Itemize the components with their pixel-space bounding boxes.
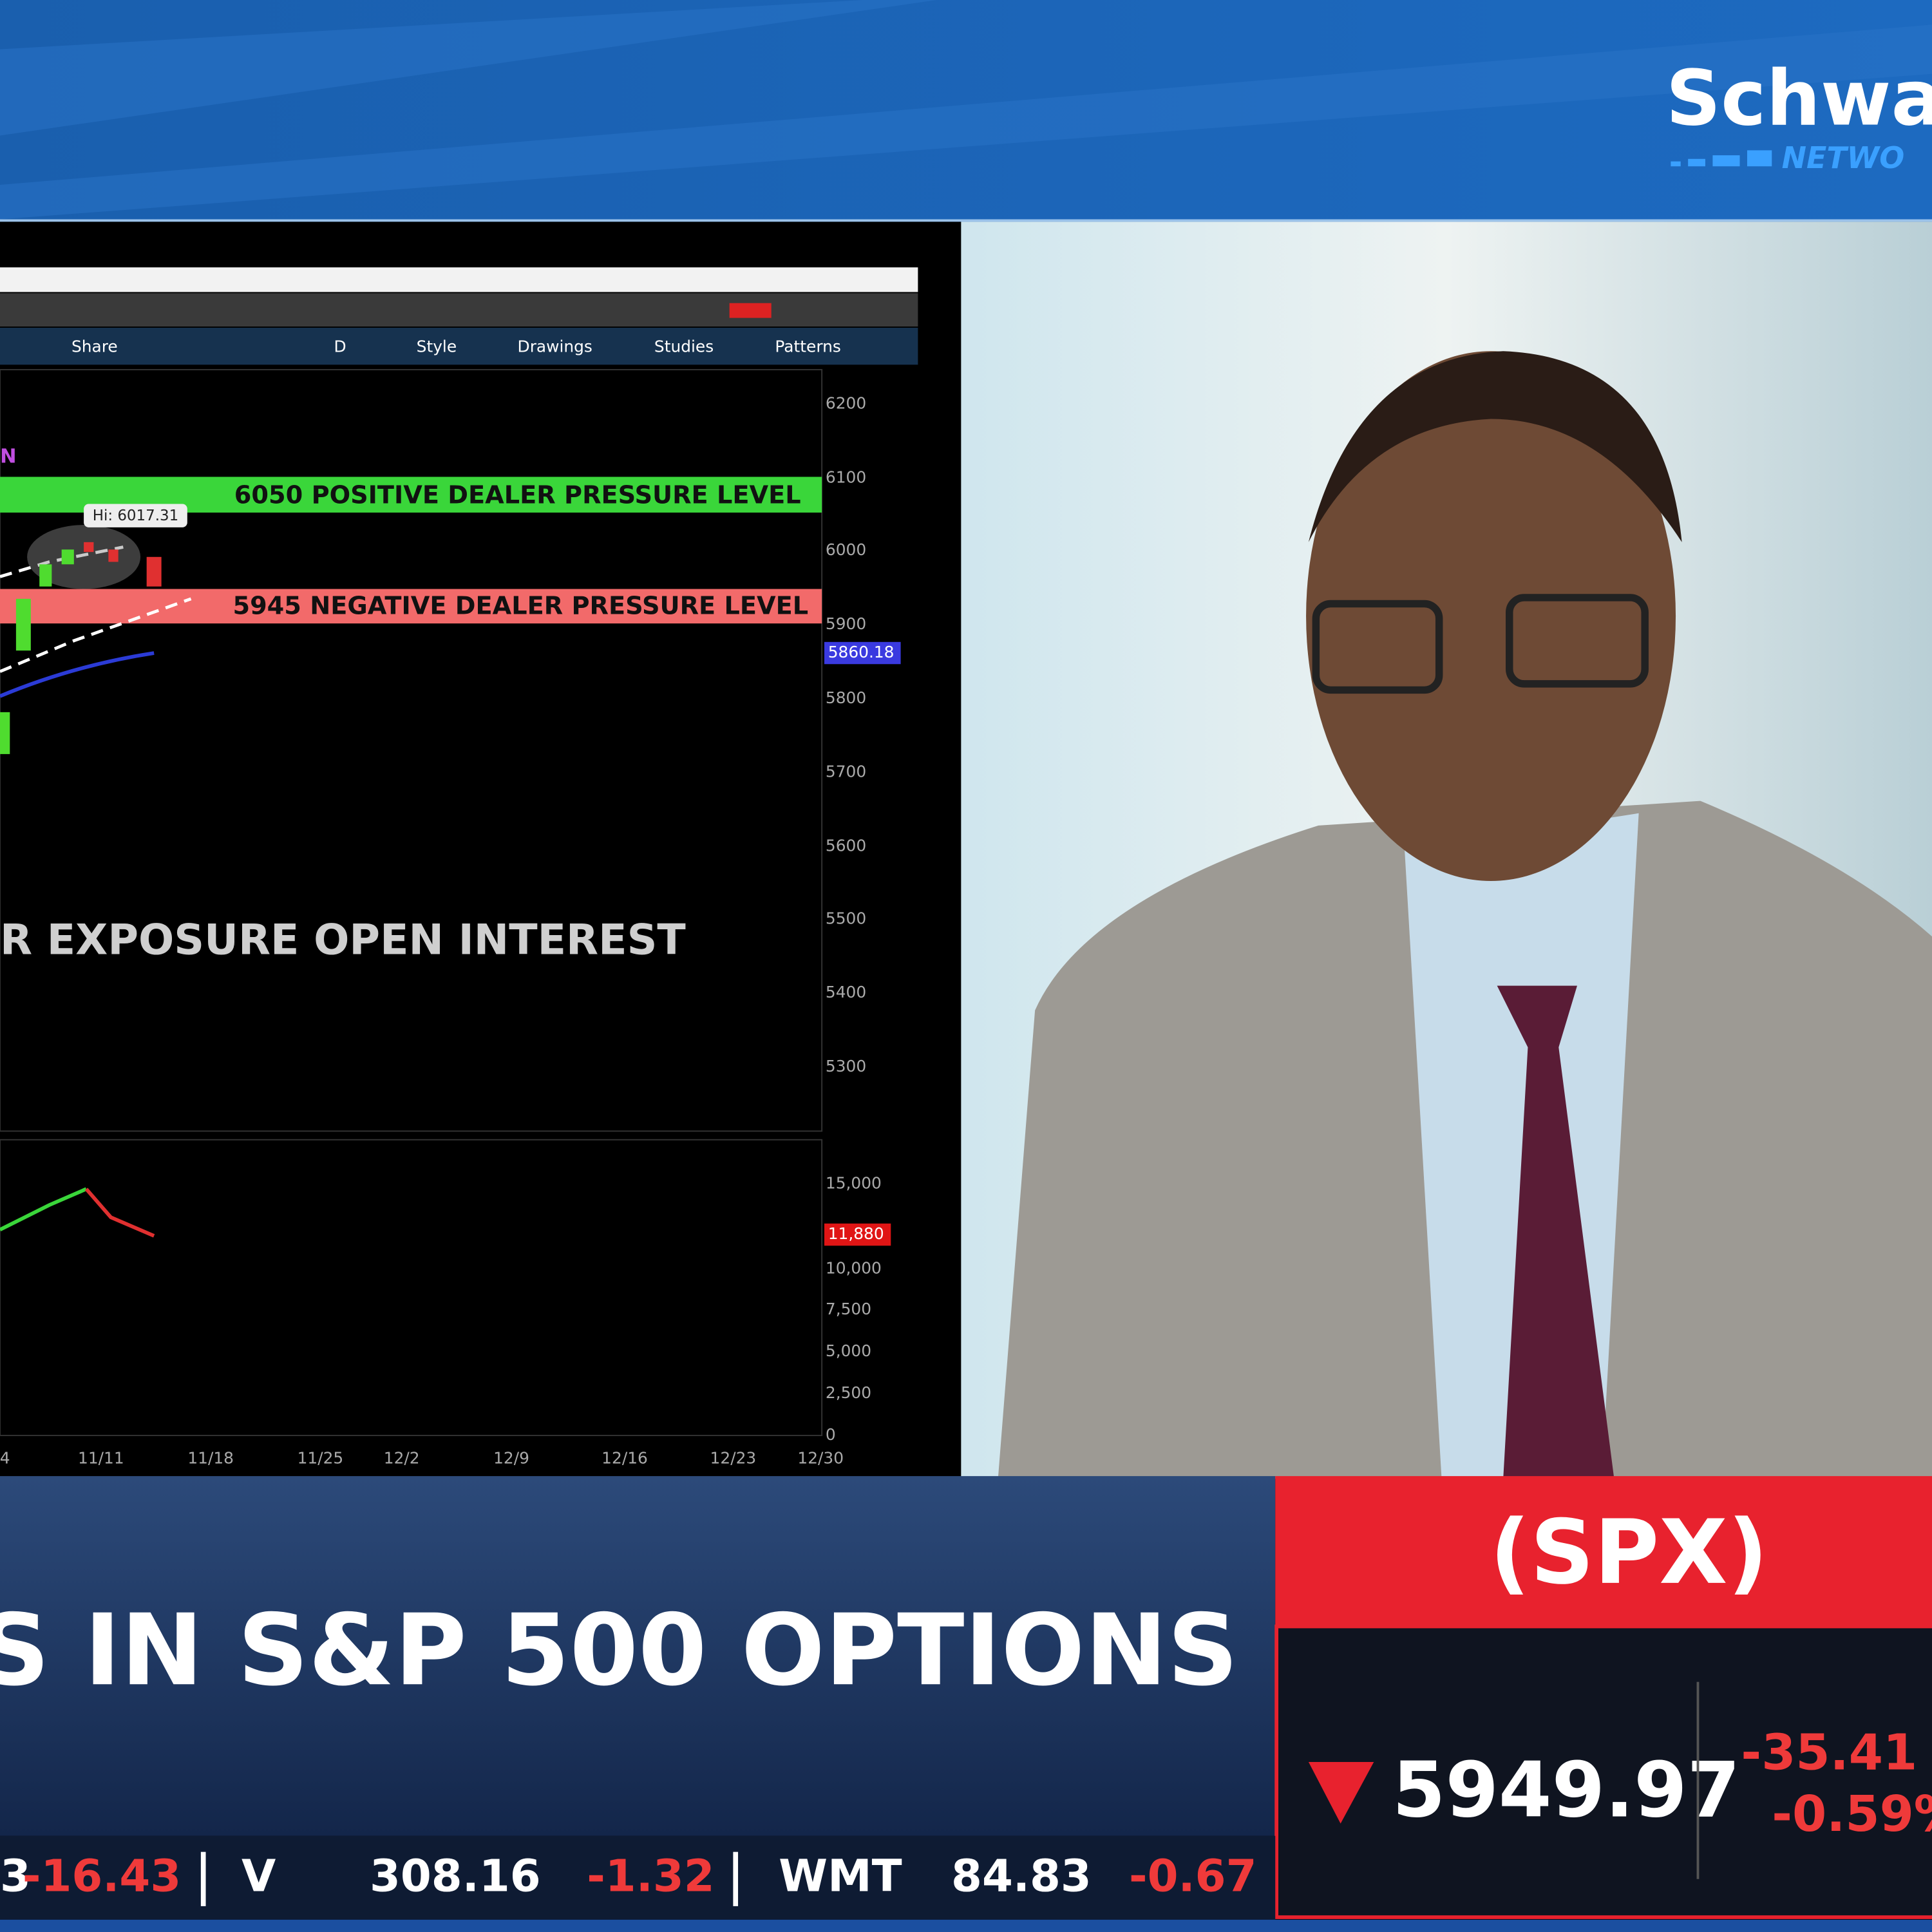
volume-axis-label: 5,000 xyxy=(826,1341,871,1360)
glasses xyxy=(1312,600,1443,694)
toolbar-button[interactable]: D xyxy=(334,337,346,356)
volume-axis-label: 2,500 xyxy=(826,1383,871,1402)
quote-change-percent: -0.59% xyxy=(1772,1786,1932,1843)
bottom-strip xyxy=(0,1919,1932,1932)
ticker-change: -16.43 xyxy=(23,1851,181,1902)
date-label: 12/23 xyxy=(710,1448,757,1467)
price-axis-label: 5700 xyxy=(826,762,866,781)
candle xyxy=(0,712,10,754)
date-label: 11/18 xyxy=(187,1448,234,1467)
ticker-symbol: WMT xyxy=(779,1851,902,1902)
candle xyxy=(84,542,94,553)
quote-symbol: (SPX) xyxy=(1490,1501,1768,1604)
nav-icon xyxy=(729,303,772,318)
toolbar-button[interactable]: Drawings xyxy=(518,337,592,356)
hi-label: Hi: 6017.31 xyxy=(93,507,179,524)
volume-line xyxy=(0,1187,88,1232)
level-label: 5945 NEGATIVE DEALER PRESSURE LEVEL xyxy=(232,592,808,621)
price-axis-label: 5300 xyxy=(826,1057,866,1075)
nav-bar xyxy=(0,293,918,327)
ticker-change: -0.67 xyxy=(1129,1851,1256,1902)
date-label: 12/9 xyxy=(493,1448,529,1467)
tie xyxy=(1497,985,1615,1479)
toolbar-button[interactable]: Patterns xyxy=(775,337,840,356)
title-bar xyxy=(0,267,918,292)
symbol-box xyxy=(1275,1476,1932,1627)
ticker-price: 3 xyxy=(0,1851,31,1902)
ticker-change: -1.32 xyxy=(587,1851,714,1902)
price-axis-label: 6200 xyxy=(826,394,866,413)
price-tag: 5860.18 xyxy=(828,643,895,661)
candle xyxy=(15,598,31,651)
glasses xyxy=(1506,594,1649,688)
price-axis-label: 5600 xyxy=(826,836,866,855)
date-label: 12/16 xyxy=(601,1448,648,1467)
ticker-price: 84.83 xyxy=(951,1851,1092,1902)
chart-label: N xyxy=(0,445,17,468)
logo-sub: NETWO xyxy=(1782,140,1905,175)
date-label: 11/11 xyxy=(78,1448,124,1467)
level-label: 6050 POSITIVE DEALER PRESSURE LEVEL xyxy=(234,481,801,510)
price-axis-label: 5800 xyxy=(826,688,866,707)
down-arrow xyxy=(1308,1761,1374,1824)
headline: VELS IN S&P 500 OPTIONS xyxy=(0,1593,1238,1708)
price-axis-label: 6000 xyxy=(826,540,866,559)
volume-axis-label: 10,000 xyxy=(826,1259,882,1278)
candle xyxy=(39,564,52,587)
ticker-price: 308.16 xyxy=(370,1851,541,1902)
volume-axis-label: 7,500 xyxy=(826,1300,871,1318)
toolbar-button[interactable]: Share xyxy=(71,337,118,356)
date-label: 4 xyxy=(0,1448,10,1467)
volume-axis-label: 0 xyxy=(826,1425,836,1444)
price-tag-box xyxy=(824,641,901,665)
toolbar xyxy=(0,327,918,365)
quote-price: 5949.97 xyxy=(1392,1745,1740,1834)
headline-band xyxy=(0,1476,1276,1836)
quote-box xyxy=(1274,1624,1932,1919)
toolbar-button[interactable]: Studies xyxy=(654,337,714,356)
toolbar-button[interactable]: Style xyxy=(417,337,457,356)
volume-line xyxy=(84,1188,155,1238)
volume-tag: 11,880 xyxy=(828,1224,884,1243)
candle xyxy=(146,556,162,587)
trendline xyxy=(0,597,192,673)
hair xyxy=(1308,351,1682,542)
overlay-title: R EXPOSURE OPEN INTEREST xyxy=(0,916,686,965)
quote-change: -35.41 xyxy=(1741,1724,1917,1781)
highlight xyxy=(27,525,141,589)
volume-tag-box xyxy=(824,1223,891,1246)
ticker xyxy=(0,1835,1276,1920)
price-axis-label: 5400 xyxy=(826,983,866,1001)
date-label: 12/2 xyxy=(384,1448,420,1467)
face xyxy=(1306,351,1676,881)
date-label: 12/30 xyxy=(797,1448,844,1467)
ticker-symbol: V xyxy=(242,1851,276,1902)
date-label: 11/25 xyxy=(298,1448,344,1467)
logo-bars xyxy=(1671,150,1772,167)
price-axis-label: 5500 xyxy=(826,909,866,927)
candle xyxy=(61,549,74,565)
candle xyxy=(108,549,118,562)
hi-label-box xyxy=(84,504,187,527)
volume-chart xyxy=(0,1139,823,1436)
price-axis-label: 6100 xyxy=(826,468,866,486)
volume-axis-label: 15,000 xyxy=(826,1174,882,1193)
price-axis-label: 5900 xyxy=(826,614,866,633)
logo: Schwa xyxy=(1666,53,1932,142)
moving-average xyxy=(0,651,155,698)
banner-stripes xyxy=(0,0,1932,220)
trendline xyxy=(0,545,124,578)
